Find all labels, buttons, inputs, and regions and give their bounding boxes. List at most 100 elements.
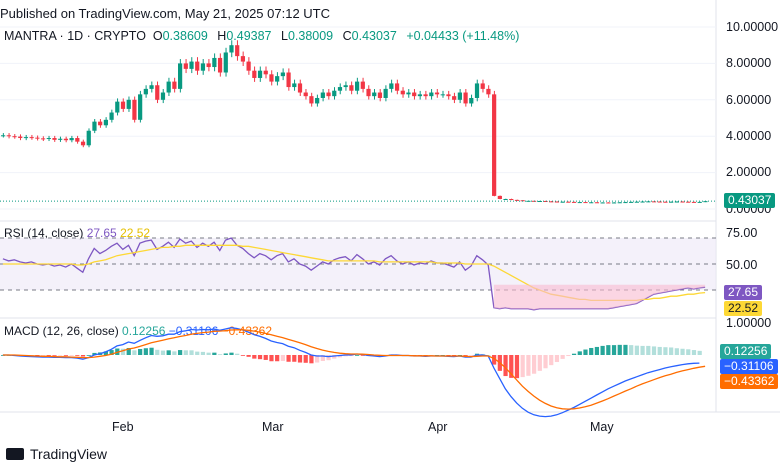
macd-histogram-bar	[600, 345, 605, 355]
candle-body	[332, 90, 337, 97]
macd-label: MACD (12, 26, close)	[4, 324, 119, 338]
published-label: Published on TradingView.com, May 21, 20…	[0, 6, 331, 21]
macd-histogram-bar	[332, 355, 337, 359]
candle-body	[252, 70, 257, 78]
macd-histogram-bar	[355, 355, 360, 356]
macd-line	[2, 327, 700, 418]
macd-histogram-bar	[571, 353, 577, 355]
candle-body	[469, 97, 474, 104]
candle-body	[349, 85, 354, 91]
candle-body	[1, 135, 6, 137]
macd-histogram-bar	[212, 352, 217, 355]
macd-histogram-bar	[183, 350, 188, 355]
candle-body	[149, 85, 154, 89]
candle-body	[514, 199, 520, 201]
candle-body	[98, 121, 103, 126]
macd-histogram-bar	[126, 347, 131, 355]
high-label: H	[217, 29, 227, 43]
macd-histogram-bar	[669, 347, 674, 355]
macd-histogram-bar	[143, 348, 148, 355]
candle-body	[132, 99, 137, 120]
candle-body	[452, 96, 457, 100]
candle-body	[138, 94, 143, 120]
candle-body	[75, 138, 80, 142]
candle-body	[206, 63, 211, 68]
candle-body	[669, 201, 674, 203]
macd-histogram-bar	[149, 347, 154, 355]
candle-body	[560, 201, 565, 203]
macd-histogram-bar	[52, 355, 57, 356]
candle-body	[223, 52, 228, 73]
macd-histogram-bar	[309, 355, 314, 364]
macd-histogram-bar	[514, 355, 520, 379]
macd-histogram-bar	[532, 355, 537, 374]
macd-histogram-bar	[691, 350, 697, 355]
candle-body	[200, 63, 206, 71]
macd-histogram-bar	[160, 350, 166, 355]
macd-histogram-bar	[120, 348, 126, 355]
candle-body	[537, 200, 542, 202]
candle-body	[686, 201, 691, 203]
candle-body	[80, 141, 86, 146]
macd-histogram-bar	[40, 355, 46, 356]
candle-body	[446, 94, 451, 97]
macd-histogram-bar	[223, 353, 228, 355]
price-tick: 10.00000	[726, 20, 779, 34]
candle-body	[103, 119, 108, 126]
macd-histogram-bar	[629, 345, 634, 355]
macd-hist-tag: 0.12256	[720, 344, 772, 359]
candle-body	[12, 136, 17, 138]
candle-body	[503, 198, 508, 200]
candle-body	[343, 85, 348, 88]
macd-hist-value: 0.12256	[122, 324, 166, 338]
rsi-band	[0, 238, 716, 290]
candle-body	[35, 137, 40, 139]
tradingview-icon	[6, 448, 24, 460]
macd-histogram-bar	[257, 355, 263, 360]
candle-body	[486, 88, 491, 95]
macd-histogram-bar	[503, 355, 508, 377]
rsi-ma-value: 22.52	[120, 226, 151, 240]
macd-histogram-bar	[537, 355, 542, 371]
candle-body	[286, 72, 291, 88]
candle-body	[634, 201, 639, 203]
candle-body	[275, 76, 280, 82]
macd-histogram-bar	[686, 349, 691, 355]
rsi-tick: 75.00	[726, 226, 758, 240]
macd-histogram-bar	[103, 351, 108, 355]
candle-body	[674, 201, 679, 203]
candle-body	[297, 83, 303, 93]
tradingview-logo[interactable]: TradingView	[6, 446, 107, 462]
macd-histogram-bar	[663, 347, 668, 355]
candle-body	[229, 45, 234, 53]
candle-body	[497, 195, 502, 199]
macd-histogram-bar	[269, 355, 274, 362]
macd-histogram-bar	[611, 345, 617, 355]
macd-histogram-bar	[469, 355, 474, 356]
candle-body	[195, 61, 200, 71]
close-value: 0.43037	[351, 29, 397, 43]
time-tick: Apr	[428, 420, 448, 434]
symbol-legend: MANTRA · 1D · CRYPTO O0.38609 H0.49387 L…	[4, 29, 525, 43]
candle-body	[606, 202, 611, 204]
macd-histogram-bar	[80, 355, 86, 357]
macd-histogram-bar	[526, 355, 531, 376]
candle-body	[680, 201, 685, 203]
candle-body	[589, 202, 594, 204]
macd-histogram-bar	[132, 350, 137, 355]
candle-body	[315, 97, 320, 104]
candle-body	[52, 138, 57, 140]
macd-histogram-bar	[240, 355, 246, 356]
candle-body	[549, 201, 554, 203]
candle-body	[697, 201, 702, 203]
candle-body	[474, 83, 480, 98]
candle-body	[86, 130, 91, 146]
candle-body	[178, 63, 183, 89]
candle-body	[543, 200, 548, 202]
symbol-name: MANTRA · 1D · CRYPTO	[4, 29, 146, 43]
macd-histogram-bar	[138, 349, 143, 355]
candle-body	[600, 202, 605, 204]
macd-histogram-bar	[178, 350, 183, 355]
candle-body	[429, 92, 434, 97]
